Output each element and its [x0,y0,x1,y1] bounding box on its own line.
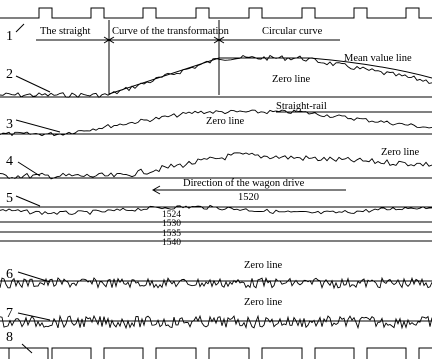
label-straight-rail: Straight-rail [276,101,327,112]
label-gauge-1530: 1530 [162,219,181,229]
measurement-traces [0,54,432,330]
track-number-7: 7 [6,306,13,321]
trace-5 [0,204,432,216]
track-number-4: 4 [6,154,13,169]
label-gauge-1540: 1540 [162,238,181,248]
label-zero-line-4: Zero line [381,147,420,158]
trace-4 [0,152,432,180]
label-zero-line-2: Zero line [272,74,311,85]
leader-8 [21,343,33,354]
track-number-1: 1 [6,29,13,44]
track-number-2: 2 [6,67,13,82]
label-straight: The straight [40,26,91,37]
trace-6 [0,276,432,290]
label-direction: Direction of the wagon drive [183,178,305,189]
arrowhead-left [108,36,115,44]
track-number-5: 5 [6,191,13,206]
label-zero-line-7: Zero line [244,297,283,308]
pulse-train-top [0,7,432,19]
leader-7 [17,312,51,321]
leader-3 [15,119,61,133]
trace-3 [0,109,432,137]
trace-7 [0,314,432,330]
leader-5 [15,195,41,207]
track-number-3: 3 [6,117,13,132]
direction-arrowhead [151,185,161,195]
leader-1 [15,23,25,33]
label-zero-line-3: Zero line [206,116,245,127]
leader-4 [17,161,41,177]
arrowhead-left-2 [218,36,225,44]
label-circular: Circular curve [262,26,323,37]
label-gauge-1520: 1520 [238,192,259,203]
label-transition: Curve of the transformation [112,26,230,37]
label-gauge-1524: 1524 [162,210,181,220]
label-zero-line-6: Zero line [244,260,283,271]
trace-2 [0,54,432,99]
pulse-train-bottom [0,347,432,359]
track-number-6: 6 [6,267,13,282]
label-gauge-1535: 1535 [162,229,181,239]
leader-6 [17,271,51,283]
track-number-8: 8 [6,330,13,345]
leader-2 [15,75,51,93]
label-mean-value-line: Mean value line [344,53,412,64]
